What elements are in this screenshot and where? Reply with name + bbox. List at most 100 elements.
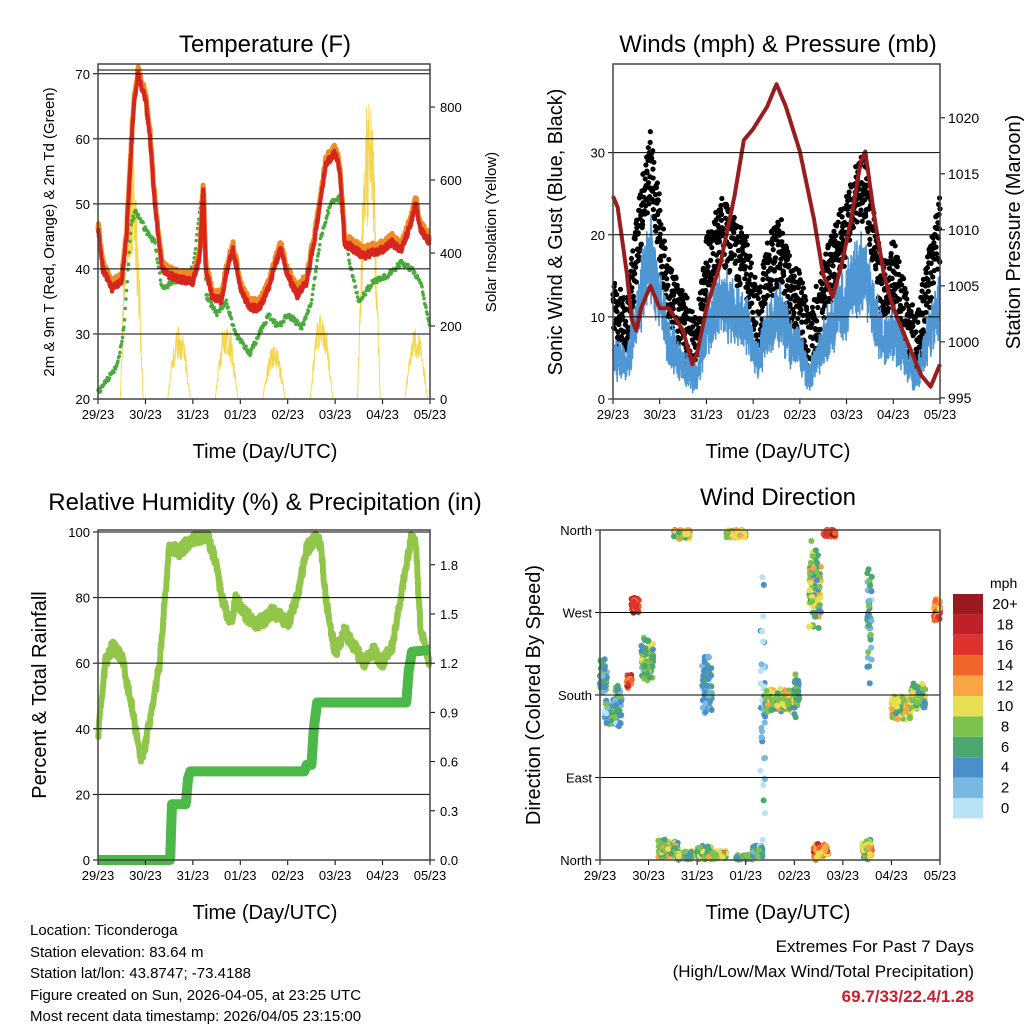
gust-point: [778, 217, 785, 223]
gust-point: [633, 279, 639, 285]
wind-direction-point: [893, 703, 900, 710]
gust-point: [646, 201, 652, 207]
dewpoint-point: [424, 305, 428, 310]
wind-direction-point: [932, 597, 939, 604]
dewpoint-point: [313, 269, 318, 274]
dewpoint-point: [231, 323, 236, 328]
x-tick-label: 04/23: [875, 868, 908, 883]
gust-point: [923, 309, 929, 316]
dewpoint-point: [325, 214, 329, 218]
wind-direction-xlabel: Time (Day/UTC): [706, 902, 851, 924]
dewpoint-point: [355, 290, 359, 295]
gust-point: [623, 306, 629, 312]
wind-direction-point: [864, 613, 871, 620]
wind-direction-point: [703, 666, 710, 673]
gust-point: [747, 264, 753, 271]
winds-y2label: Station Pressure (Maroon): [1003, 115, 1024, 350]
dewpoint-point: [335, 198, 340, 203]
dewpoint-point: [117, 354, 122, 359]
dewpoint-point: [397, 265, 402, 269]
dewpoint-point: [107, 376, 112, 381]
dewpoint-point: [194, 238, 199, 243]
gust-point: [885, 305, 891, 312]
gust-point: [761, 264, 767, 270]
gust-point: [749, 300, 755, 306]
dewpoint-point: [406, 262, 410, 267]
x-tick-label: 03/23: [319, 407, 352, 422]
y2-tick-label: 0.6: [440, 755, 458, 770]
wind-direction-point: [813, 568, 820, 575]
gust-point: [705, 263, 711, 270]
dewpoint-point: [143, 225, 147, 229]
temperature-y2label: Solar Insolation (Yellow): [483, 152, 500, 312]
gust-point: [632, 271, 638, 277]
dewpoint-point: [210, 303, 215, 307]
wind-direction-point: [808, 537, 815, 544]
gust-point: [633, 264, 639, 270]
dewpoint-point: [244, 344, 248, 349]
dewpoint-point: [264, 320, 268, 325]
dewpoint-point: [272, 318, 277, 322]
gust-point: [835, 219, 841, 225]
wind-direction-point: [642, 648, 649, 655]
wind-direction-point: [865, 844, 872, 851]
y2-tick-label: 1.5: [440, 607, 458, 622]
wind-direction-point: [760, 581, 767, 588]
gust-point: [630, 248, 636, 254]
gust-point: [629, 285, 635, 291]
legend-swatch: [953, 736, 983, 758]
wind-direction-point: [759, 836, 766, 843]
dewpoint-point: [256, 333, 261, 338]
humidity-xlabel: Time (Day/UTC): [193, 902, 338, 924]
dewpoint-point: [116, 359, 120, 363]
x-tick-label: 30/23: [643, 407, 676, 422]
gust-point: [738, 224, 744, 231]
gust-point: [896, 296, 903, 303]
gust-point: [928, 294, 934, 301]
x-tick-label: 04/23: [366, 868, 399, 883]
dewpoint-point: [132, 216, 136, 221]
wind-direction-point: [914, 699, 921, 706]
gust-point: [727, 243, 734, 249]
dewpoint-point: [422, 296, 426, 301]
x-tick-label: 01/23: [224, 407, 257, 422]
dewpoint-point: [130, 219, 135, 224]
dewpoint-point: [225, 302, 229, 306]
wind-direction-ylabel: Direction (Colored By Speed): [523, 565, 545, 825]
wind-direction-point: [701, 658, 708, 665]
dewpoint-point: [421, 293, 426, 297]
dewpoint-point: [304, 316, 308, 320]
wind-direction-point: [816, 844, 823, 851]
dewpoint-point: [382, 272, 386, 277]
gust-point: [888, 250, 894, 257]
y2-tick-label: 0: [440, 392, 447, 407]
wind-direction-point: [815, 624, 822, 631]
gust-point: [659, 263, 666, 269]
gust-point: [817, 326, 823, 332]
y2-tick-label: 1.2: [440, 656, 458, 671]
dewpoint-point: [112, 370, 116, 375]
gust-point: [642, 176, 648, 182]
x-tick-label: 31/23: [177, 868, 210, 883]
gust-point: [803, 297, 809, 303]
wind-direction-point: [761, 776, 768, 783]
gust-point: [649, 155, 655, 161]
y2-tick-label: 400: [440, 246, 462, 261]
wind-direction-point: [774, 702, 781, 709]
wind-direction-point: [792, 714, 799, 721]
gust-point: [804, 307, 810, 313]
y-tick-label: 20: [591, 228, 605, 243]
dewpoint-point: [138, 216, 143, 221]
wind-direction-point: [632, 603, 639, 610]
wind-direction-point: [682, 530, 689, 537]
wind-direction-point: [812, 547, 819, 554]
y-tick-label: 100: [68, 525, 90, 540]
wind-direction-point: [763, 688, 770, 695]
gust-point: [809, 321, 815, 327]
legend-label: 10: [997, 698, 1014, 715]
gust-point: [873, 266, 879, 272]
dewpoint-point: [295, 318, 300, 323]
x-tick-label: 05/23: [414, 407, 447, 422]
legend-swatch: [953, 696, 983, 717]
x-tick-label: 03/23: [827, 868, 860, 883]
